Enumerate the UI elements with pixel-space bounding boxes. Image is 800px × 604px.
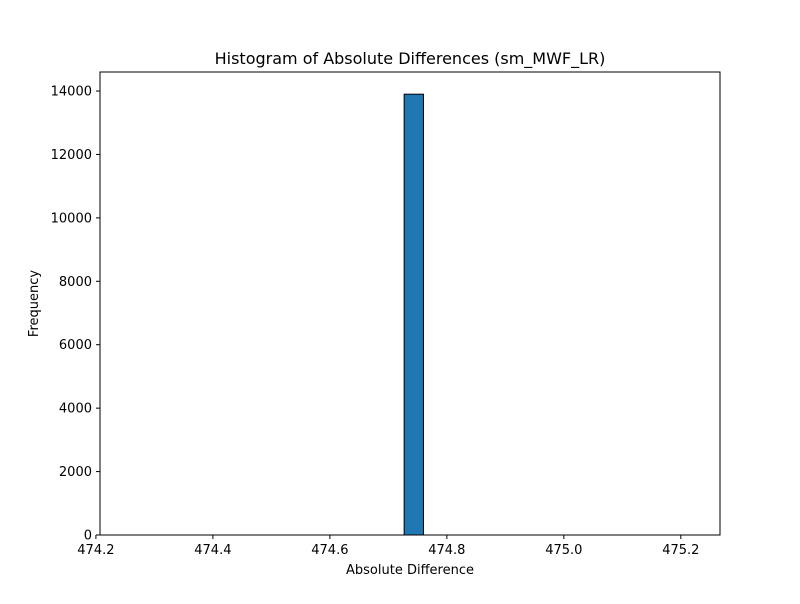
y-tick-label: 0 [84,529,92,544]
y-tick-label: 2000 [59,465,92,480]
x-tick-label: 474.4 [194,543,231,558]
x-tick-label: 475.2 [662,543,699,558]
y-tick-label: 6000 [59,338,92,353]
x-axis-label: Absolute Difference [346,563,474,578]
x-tick-label: 474.6 [311,543,348,558]
x-tick-label: 474.2 [77,543,114,558]
plot-frame [99,71,721,536]
x-tick-label: 474.8 [428,543,465,558]
y-tick-label: 4000 [59,402,92,417]
y-tick-label: 12000 [51,148,92,163]
histogram-bar [403,93,424,536]
y-tick-label: 14000 [51,85,92,100]
ticks-layer: 474.2 474.4 474.6 474.8 475.0 475.2 0 2000 4000 6… [51,85,700,558]
x-tick-label: 475.0 [545,543,582,558]
bars-layer [403,93,424,536]
y-tick-label: 8000 [59,275,92,290]
y-tick-label: 10000 [51,211,92,226]
y-axis-label: Frequency [27,270,42,337]
chart-title: Histogram of Absolute Differences (sm_MW… [215,49,606,69]
